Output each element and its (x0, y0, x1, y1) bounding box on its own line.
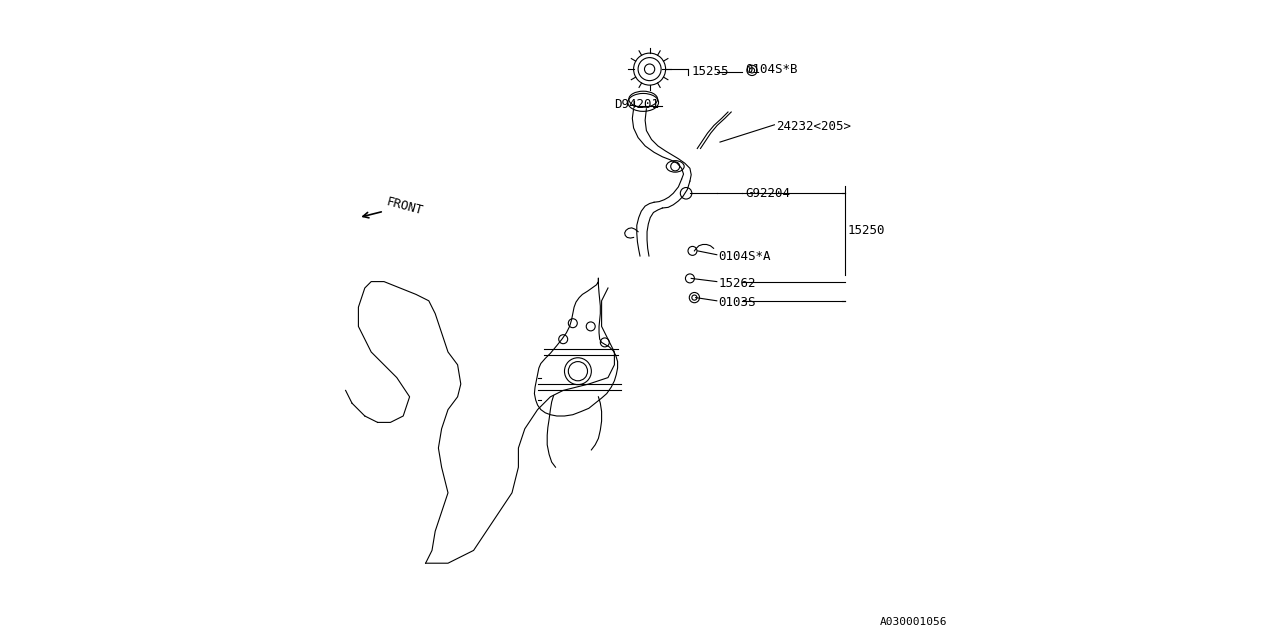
Text: 0104S*A: 0104S*A (718, 250, 771, 262)
Text: 24232<205>: 24232<205> (776, 120, 851, 133)
Text: 15255: 15255 (691, 65, 728, 78)
Text: 15250: 15250 (849, 224, 886, 237)
Text: D94201: D94201 (614, 98, 659, 111)
Text: FRONT: FRONT (385, 195, 425, 217)
Text: A030001056: A030001056 (879, 617, 947, 627)
Text: G92204: G92204 (745, 187, 791, 200)
Text: 0103S: 0103S (718, 296, 755, 309)
Text: 0104S*B: 0104S*B (745, 63, 799, 76)
Text: 15262: 15262 (718, 277, 755, 290)
